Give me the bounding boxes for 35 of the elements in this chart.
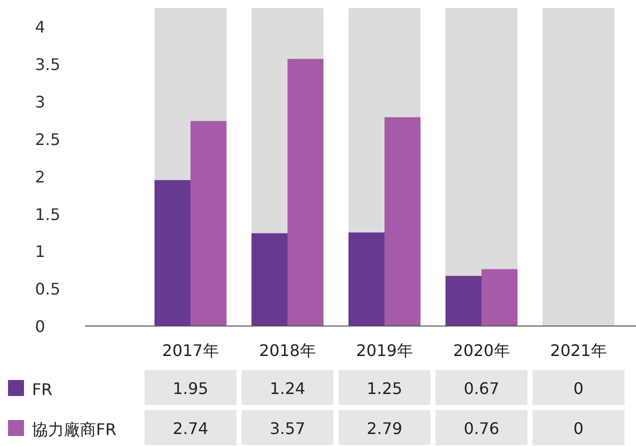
y-tick-label: 3.5: [35, 55, 60, 74]
data-label: 0: [573, 419, 584, 438]
data-label: 0: [573, 379, 584, 398]
x-tick-label: 2021年: [550, 341, 607, 360]
bar: [542, 8, 614, 326]
legend-label: 協力廠商FR: [32, 420, 116, 439]
data-label: 3.57: [270, 419, 306, 438]
data-label: 2.74: [172, 419, 208, 438]
data-label: 1.24: [270, 379, 306, 398]
bar: [154, 180, 190, 326]
data-label: 0.67: [464, 379, 500, 398]
data-label: 2.79: [366, 419, 402, 438]
bar: [482, 269, 518, 326]
bar: [288, 58, 324, 326]
y-tick-label: 0.5: [35, 280, 60, 299]
bar: [446, 276, 482, 326]
x-tick-label: 2020年: [453, 341, 510, 360]
y-tick-label: 2.5: [35, 130, 60, 149]
data-label: 1.25: [366, 379, 402, 398]
legend-label: FR: [32, 380, 52, 399]
data-label: 1.95: [172, 379, 208, 398]
bar: [190, 120, 226, 326]
x-tick-label: 2019年: [356, 341, 413, 360]
data-label: 0.76: [464, 419, 500, 438]
y-tick-label: 4: [35, 18, 46, 37]
y-tick-label: 1.5: [35, 204, 60, 224]
y-tick-label: 2: [35, 167, 46, 186]
bar: [252, 233, 288, 326]
y-tick-label: 1: [35, 242, 46, 262]
y-tick-label: 3: [35, 92, 46, 112]
bar: [384, 117, 420, 326]
bar: [348, 232, 384, 326]
x-tick-label: 2018年: [259, 341, 316, 360]
y-tick-label: 0: [35, 317, 46, 336]
x-tick-label: 2017年: [162, 341, 219, 360]
